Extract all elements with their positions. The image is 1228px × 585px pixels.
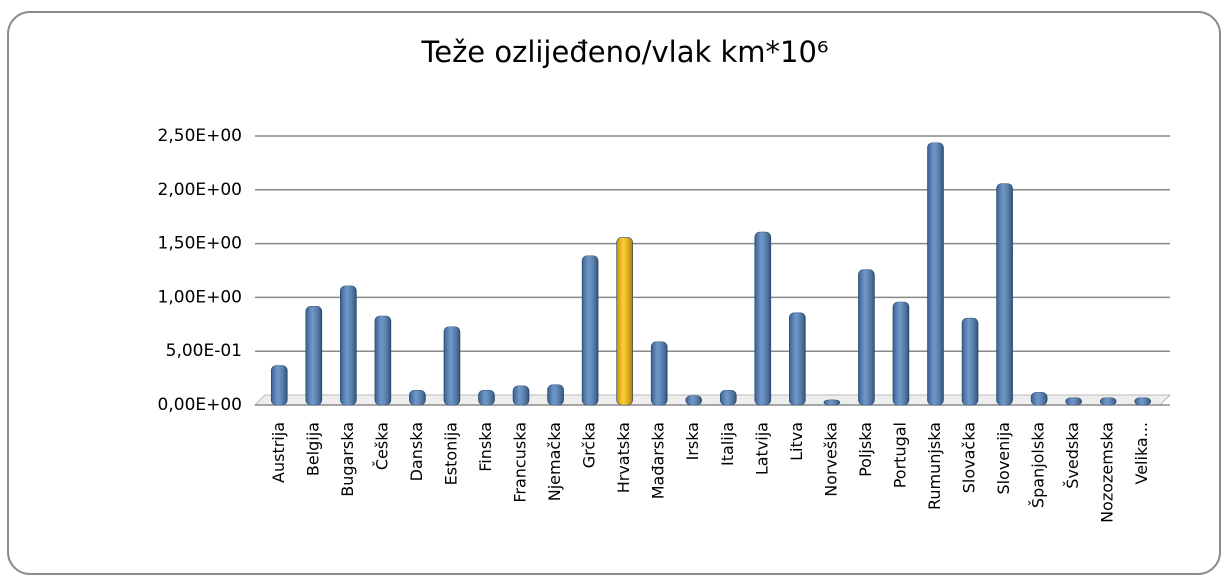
bar-shade <box>305 306 322 405</box>
x-tick-label: Njemačka <box>545 422 564 501</box>
x-tick-label: Češka <box>372 422 391 470</box>
x-tick-label: Rumunjska <box>925 422 944 510</box>
x-tick-label: Slovenija <box>994 422 1013 495</box>
x-tick-label: Mađarska <box>649 422 668 499</box>
x-tick-label: Italija <box>718 422 737 466</box>
x-tick-label: Bugarska <box>338 422 357 497</box>
bar-shade <box>374 315 391 405</box>
bar-shade <box>651 341 668 405</box>
x-tick-label: Velika... <box>1132 422 1151 484</box>
bar-shade <box>582 255 599 405</box>
y-tick-label: 5,00E-01 <box>166 341 242 361</box>
y-tick-label: 2,50E+00 <box>158 126 242 146</box>
x-tick-label: Estonija <box>441 422 460 485</box>
bar-shade <box>1134 397 1151 405</box>
bar-shade <box>892 302 909 405</box>
bar-shade <box>513 385 530 405</box>
x-tick-label: Norveška <box>821 422 840 497</box>
chart-border <box>7 11 1221 575</box>
x-tick-label: Latvija <box>752 422 771 475</box>
x-tick-label: Nozozemska <box>1098 422 1117 523</box>
y-tick-label: 0,00E+00 <box>158 395 242 415</box>
bar-shade <box>996 183 1013 405</box>
bar-shade <box>616 237 633 405</box>
x-tick-label: Grčka <box>580 422 599 468</box>
x-tick-label: Španjolska <box>1029 422 1048 508</box>
bar-shade <box>443 326 460 405</box>
x-tick-label: Austrija <box>269 422 288 483</box>
x-tick-label: Finska <box>476 422 495 472</box>
x-tick-label: Belgija <box>303 422 322 476</box>
bar-shade <box>409 390 426 405</box>
bar-shade <box>1031 392 1048 405</box>
x-tick-label: Poljska <box>856 422 875 477</box>
bar-shade <box>858 269 875 405</box>
bar-shade <box>720 390 737 405</box>
x-tick-label: Danska <box>407 422 426 481</box>
bar-shade <box>927 142 944 405</box>
bar-shade <box>547 384 564 405</box>
chart-title: Teže ozlijeđeno/vlak km*10⁶ <box>420 35 828 69</box>
y-tick-label: 1,50E+00 <box>158 234 242 254</box>
y-tick-label: 1,00E+00 <box>158 287 242 307</box>
y-tick-label: 2,00E+00 <box>158 180 242 200</box>
bar-shade <box>823 399 840 405</box>
bar-shade <box>685 395 702 405</box>
bar-shade <box>962 318 979 405</box>
x-tick-label: Švedska <box>1063 422 1082 489</box>
x-tick-label: Francuska <box>511 422 530 503</box>
bar-shade <box>789 312 806 405</box>
x-tick-label: Portugal <box>890 422 909 488</box>
bar-shade <box>1065 397 1082 405</box>
x-tick-label: Slovačka <box>960 422 979 493</box>
bar-shade <box>271 365 288 405</box>
x-tick-label: Irska <box>683 422 702 460</box>
bar-shade <box>478 390 495 405</box>
bar-shade <box>754 232 771 405</box>
bar-shade <box>340 285 357 405</box>
x-tick-label: Litva <box>787 422 806 461</box>
x-tick-label: Hrvatska <box>614 422 633 493</box>
bar-shade <box>1100 397 1117 405</box>
